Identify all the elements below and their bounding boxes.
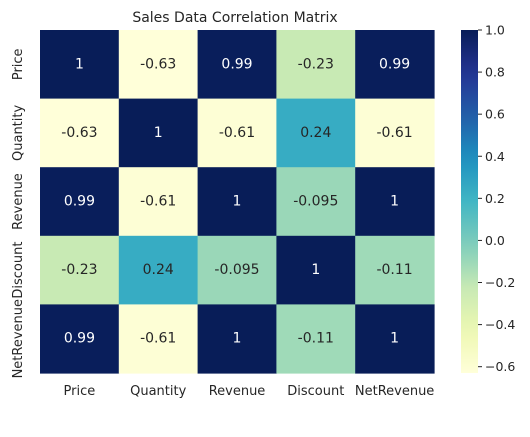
cell-annotation: 1 xyxy=(154,125,163,141)
colorbar-tick-label: 1.0 xyxy=(485,23,505,38)
cell-annotation: 0.99 xyxy=(64,331,95,347)
cell-annotation: -0.61 xyxy=(140,331,176,347)
colorbar-tick-label: 0.0 xyxy=(485,233,505,248)
heatmap-cell xyxy=(276,235,356,305)
heatmap-cell xyxy=(355,304,435,374)
chart-title: Sales Data Correlation Matrix xyxy=(132,10,337,26)
cell-annotation: 1 xyxy=(233,331,242,347)
colorbar-gradient xyxy=(461,30,478,373)
heatmap-cell xyxy=(276,30,356,100)
cell-annotation: 1 xyxy=(233,194,242,210)
heatmap-cell xyxy=(276,167,356,237)
y-tick-label: Quantity xyxy=(11,105,26,161)
heatmap-cell xyxy=(197,167,277,237)
heatmap-cell xyxy=(197,30,277,100)
colorbar-tick-label: 0.2 xyxy=(485,191,505,206)
heatmap-cell xyxy=(40,235,120,305)
heatmap-cell xyxy=(355,98,435,168)
cell-annotation: -0.23 xyxy=(298,56,334,72)
colorbar-tick-label: −0.6 xyxy=(485,359,515,374)
cell-annotation: 1 xyxy=(75,56,84,72)
colorbar-tick-label: 0.8 xyxy=(485,65,505,80)
cell-annotation: 0.24 xyxy=(143,262,174,278)
y-tick-label: Revenue xyxy=(11,173,26,230)
x-tick-label: Revenue xyxy=(209,384,266,399)
heatmap-cell xyxy=(197,304,277,374)
heatmap-cell xyxy=(118,98,199,168)
cell-annotation: 0.99 xyxy=(379,56,410,72)
x-axis-ticks: Price Quantity Revenue Discount NetRevenue xyxy=(64,384,435,399)
heatmap-cell xyxy=(355,30,435,100)
x-tick-label: NetRevenue xyxy=(355,384,434,399)
y-tick-label: Price xyxy=(11,48,26,80)
heatmap-cell xyxy=(40,30,120,100)
colorbar-tick-label: 0.4 xyxy=(485,149,505,164)
colorbar-tick-label: 0.6 xyxy=(485,107,505,122)
heatmap-cell xyxy=(276,98,356,168)
x-tick-label: Quantity xyxy=(130,384,186,399)
cell-annotation: -0.11 xyxy=(298,331,334,347)
cell-annotation: -0.23 xyxy=(61,262,97,278)
x-tick-label: Discount xyxy=(287,384,344,399)
heatmap-cell xyxy=(118,235,199,305)
cell-annotation: -0.63 xyxy=(61,125,97,141)
colorbar-tick-label: −0.2 xyxy=(485,275,515,290)
x-tick-label: Price xyxy=(64,384,96,399)
heatmap-cell xyxy=(276,304,356,374)
cell-annotation: -0.61 xyxy=(140,194,176,210)
cell-annotation: -0.095 xyxy=(214,262,259,278)
heatmap-cell xyxy=(40,304,120,374)
heatmap-cell xyxy=(197,98,277,168)
cell-annotation: 0.99 xyxy=(221,56,252,72)
colorbar-tick-label: −0.4 xyxy=(485,317,515,332)
cell-annotation: -0.11 xyxy=(376,262,412,278)
y-tick-label: Discount xyxy=(11,242,26,299)
heatmap-cells xyxy=(40,30,435,374)
cell-annotation: -0.63 xyxy=(140,56,176,72)
heatmap-cell xyxy=(40,98,120,168)
cell-annotation: -0.61 xyxy=(219,125,255,141)
heatmap-cell xyxy=(355,167,435,237)
colorbar: 1.0 0.8 0.6 0.4 0.2 0.0 −0.2 −0.4 −0.6 xyxy=(461,23,515,374)
heatmap-cell xyxy=(197,235,277,305)
heatmap-cell xyxy=(40,167,120,237)
cell-annotation: 1 xyxy=(390,194,399,210)
heatmap-cell xyxy=(118,30,199,100)
cell-annotation: -0.61 xyxy=(376,125,412,141)
y-tick-label: NetRevenue xyxy=(11,299,26,378)
heatmap-annotations: 1 -0.63 0.99 -0.23 0.99 -0.63 1 -0.61 0.24 -0.61 0… xyxy=(61,56,412,346)
cell-annotation: -0.095 xyxy=(293,194,338,210)
heatmap-cell xyxy=(355,235,435,305)
cell-annotation: 0.99 xyxy=(64,194,95,210)
heatmap-cell xyxy=(118,167,199,237)
cell-annotation: 1 xyxy=(390,331,399,347)
cell-annotation: 0.24 xyxy=(300,125,331,141)
cell-annotation: 1 xyxy=(311,262,320,278)
heatmap-cell xyxy=(118,304,199,374)
